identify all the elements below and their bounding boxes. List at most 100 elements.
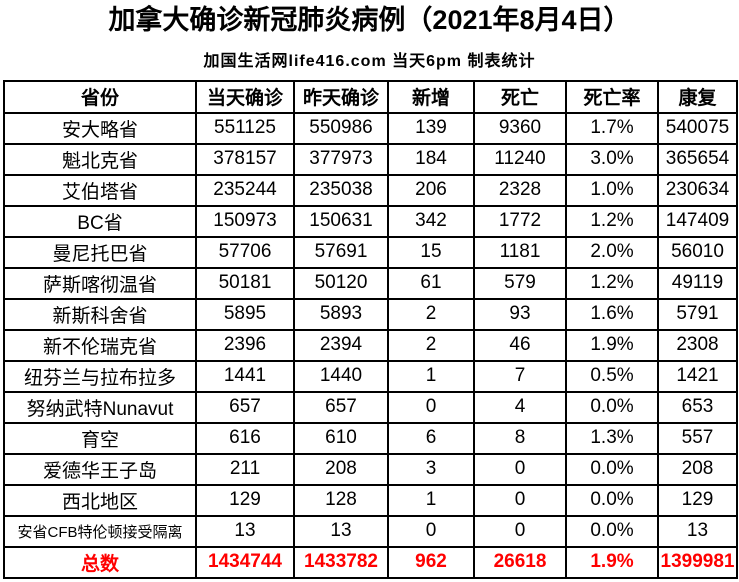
value-cell: 1.3% <box>565 421 659 455</box>
header-row: 省份 当天确诊 昨天确诊 新增 死亡 死亡率 康复 <box>3 79 738 114</box>
province-cell: 育空 <box>3 421 197 455</box>
table-row: 艾伯塔省 235244 235038 206 2328 1.0% 230634 <box>3 173 738 207</box>
value-cell: 0 <box>473 514 567 548</box>
header-cell: 死亡 <box>473 79 567 114</box>
value-cell: 6 <box>387 421 475 455</box>
value-cell: 128 <box>293 483 389 517</box>
value-cell: 11240 <box>473 142 567 176</box>
value-cell: 147409 <box>657 204 738 238</box>
value-cell: 208 <box>657 452 738 486</box>
value-cell: 5895 <box>195 297 295 331</box>
value-cell: 2394 <box>293 328 389 362</box>
value-cell: 557 <box>657 421 738 455</box>
value-cell: 653 <box>657 390 738 424</box>
value-cell: 2 <box>387 328 475 362</box>
value-cell: 46 <box>473 328 567 362</box>
table-row: 努纳武特Nunavut 657 657 0 4 0.0% 653 <box>3 390 738 424</box>
value-cell: 150631 <box>293 204 389 238</box>
province-cell: 努纳武特Nunavut <box>3 390 197 424</box>
total-value-cell: 1434744 <box>195 545 295 579</box>
table-row: 曼尼托巴省 57706 57691 15 1181 2.0% 56010 <box>3 235 738 269</box>
value-cell: 2328 <box>473 173 567 207</box>
value-cell: 56010 <box>657 235 738 269</box>
value-cell: 5791 <box>657 297 738 331</box>
value-cell: 616 <box>195 421 295 455</box>
province-cell: 萨斯喀彻温省 <box>3 266 197 300</box>
value-cell: 365654 <box>657 142 738 176</box>
value-cell: 551125 <box>195 111 295 145</box>
value-cell: 3 <box>387 452 475 486</box>
value-cell: 657 <box>293 390 389 424</box>
table-row: 安省CFB特伦顿接受隔离 13 13 0 0 0.0% 13 <box>3 514 738 548</box>
value-cell: 93 <box>473 297 567 331</box>
value-cell: 129 <box>195 483 295 517</box>
province-cell: BC省 <box>3 204 197 238</box>
value-cell: 377973 <box>293 142 389 176</box>
value-cell: 1.2% <box>565 204 659 238</box>
value-cell: 0 <box>387 390 475 424</box>
table-row: 新不伦瑞克省 2396 2394 2 46 1.9% 2308 <box>3 328 738 362</box>
province-cell: 纽芬兰与拉布拉多 <box>3 359 197 393</box>
value-cell: 2 <box>387 297 475 331</box>
value-cell: 610 <box>293 421 389 455</box>
page-subtitle: 加国生活网life416.com 当天6pm 制表统计 <box>203 52 536 70</box>
value-cell: 206 <box>387 173 475 207</box>
value-cell: 0.5% <box>565 359 659 393</box>
value-cell: 50181 <box>195 266 295 300</box>
header-cell: 新增 <box>387 79 475 114</box>
value-cell: 0 <box>473 483 567 517</box>
value-cell: 13 <box>293 514 389 548</box>
value-cell: 1 <box>387 359 475 393</box>
covid-table: 省份 当天确诊 昨天确诊 新增 死亡 死亡率 康复 安大略省 551125 550986 139 9… <box>3 79 738 579</box>
value-cell: 550986 <box>293 111 389 145</box>
province-cell: 艾伯塔省 <box>3 173 197 207</box>
value-cell: 0.0% <box>565 514 659 548</box>
value-cell: 13 <box>195 514 295 548</box>
total-value-cell: 1433782 <box>293 545 389 579</box>
value-cell: 0 <box>387 514 475 548</box>
total-value-cell: 26618 <box>473 545 567 579</box>
value-cell: 1.9% <box>565 328 659 362</box>
table-row: 魁北克省 378157 377973 184 11240 3.0% 365654 <box>3 142 738 176</box>
value-cell: 1421 <box>657 359 738 393</box>
value-cell: 50120 <box>293 266 389 300</box>
table-row: BC省 150973 150631 342 1772 1.2% 147409 <box>3 204 738 238</box>
value-cell: 57706 <box>195 235 295 269</box>
province-cell: 曼尼托巴省 <box>3 235 197 269</box>
page-title: 加拿大确诊新冠肺炎病例（2021年8月4日） <box>108 5 631 35</box>
value-cell: 9360 <box>473 111 567 145</box>
value-cell: 0.0% <box>565 452 659 486</box>
value-cell: 235244 <box>195 173 295 207</box>
value-cell: 150973 <box>195 204 295 238</box>
header-cell: 昨天确诊 <box>293 79 389 114</box>
province-cell: 安大略省 <box>3 111 197 145</box>
province-cell: 西北地区 <box>3 483 197 517</box>
value-cell: 540075 <box>657 111 738 145</box>
value-cell: 1181 <box>473 235 567 269</box>
total-value-cell: 1399981 <box>657 545 738 579</box>
value-cell: 211 <box>195 452 295 486</box>
total-label-cell: 总数 <box>3 545 197 579</box>
value-cell: 342 <box>387 204 475 238</box>
province-cell: 新不伦瑞克省 <box>3 328 197 362</box>
value-cell: 0.0% <box>565 483 659 517</box>
total-value-cell: 1.9% <box>565 545 659 579</box>
value-cell: 7 <box>473 359 567 393</box>
value-cell: 235038 <box>293 173 389 207</box>
province-cell: 新斯科舍省 <box>3 297 197 331</box>
value-cell: 184 <box>387 142 475 176</box>
table-row: 育空 616 610 6 8 1.3% 557 <box>3 421 738 455</box>
province-cell: 安省CFB特伦顿接受隔离 <box>3 514 197 548</box>
value-cell: 49119 <box>657 266 738 300</box>
value-cell: 2308 <box>657 328 738 362</box>
value-cell: 57691 <box>293 235 389 269</box>
value-cell: 5893 <box>293 297 389 331</box>
value-cell: 1.7% <box>565 111 659 145</box>
table-row: 新斯科舍省 5895 5893 2 93 1.6% 5791 <box>3 297 738 331</box>
value-cell: 139 <box>387 111 475 145</box>
table-row: 爱德华王子岛 211 208 3 0 0.0% 208 <box>3 452 738 486</box>
value-cell: 230634 <box>657 173 738 207</box>
value-cell: 579 <box>473 266 567 300</box>
header-cell: 死亡率 <box>565 79 659 114</box>
